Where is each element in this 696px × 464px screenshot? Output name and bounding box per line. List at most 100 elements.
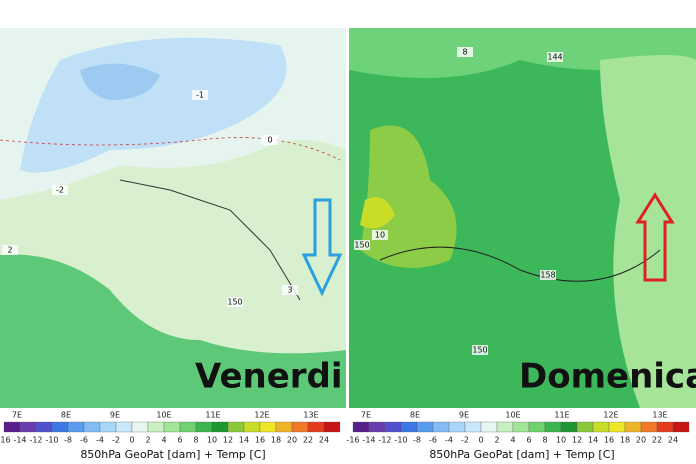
colorbar-label: 10 [556, 436, 566, 445]
colorbar-label: -16 [346, 436, 359, 445]
colorbar-label: 2 [145, 436, 150, 445]
colorbar-label: 24 [319, 436, 329, 445]
divider [346, 28, 349, 408]
longitude-label: 9E [110, 411, 120, 420]
contour-label: 158 [540, 271, 555, 280]
colorbar-cell [51, 421, 69, 433]
colorbar-label: 0 [478, 436, 483, 445]
contour-label-bg [354, 240, 370, 250]
contour-label: 10 [375, 231, 385, 240]
colorbar-label: 10 [207, 436, 217, 445]
colorbar-cell [672, 421, 690, 433]
colorbar-cell [227, 421, 245, 433]
colorbar-cell [400, 421, 418, 433]
longitude-label: 11E [205, 411, 220, 420]
lon-strip [0, 408, 347, 422]
colorbar-cell [131, 421, 149, 433]
colorbar-cell [656, 421, 674, 433]
colorbar-cell [496, 421, 514, 433]
contour-label-bg [282, 285, 298, 295]
colorbar-label: -6 [429, 436, 437, 445]
longitude-label: 11E [554, 411, 569, 420]
colorbar-cell [83, 421, 101, 433]
colorbar-label: 14 [239, 436, 249, 445]
colorbar-label: -16 [0, 436, 11, 445]
colorbar-cell [323, 421, 341, 433]
cool-zone [600, 55, 696, 408]
contour-label: 150 [354, 241, 369, 250]
colorbar-cell [67, 421, 85, 433]
contour-label: 2 [7, 246, 12, 255]
colorbar-cell [19, 421, 37, 433]
colorbar-cell [528, 421, 546, 433]
longitude-label: 8E [61, 411, 71, 420]
longitude-label: 7E [361, 411, 371, 420]
contour-label-bg [372, 230, 388, 240]
longitude-label: 13E [652, 411, 667, 420]
colorbar-cell [592, 421, 610, 433]
colorbar-label: 4 [161, 436, 166, 445]
colorbar-cell [291, 421, 309, 433]
colorbar-cell [576, 421, 594, 433]
colorbar-label: 6 [177, 436, 182, 445]
border [379, 246, 661, 282]
colorbar-cell [115, 421, 133, 433]
colorbar-label: -8 [64, 436, 72, 445]
colorbar-label: 24 [668, 436, 678, 445]
longitude-label: 10E [505, 411, 520, 420]
contour-label: 8 [462, 48, 467, 57]
longitude-label: 8E [410, 411, 420, 420]
contour-label: 3 [287, 286, 292, 295]
contour-label-bg [472, 345, 488, 355]
colorbar-cell [560, 421, 578, 433]
longitude-label: 12E [254, 411, 269, 420]
colorbar-cell [368, 421, 386, 433]
longitude-label: 7E [12, 411, 22, 420]
contour-label-bg [227, 297, 243, 307]
colorbar-cell [624, 421, 642, 433]
colorbar-cell [608, 421, 626, 433]
colorbar-label: -4 [445, 436, 453, 445]
colorbar-label: 16 [255, 436, 265, 445]
colorbar-cell [195, 421, 213, 433]
contour-label: 144 [547, 53, 562, 62]
contour-label-bg [540, 270, 556, 280]
colorbar-label: -14 [13, 436, 26, 445]
colorbar-cell [640, 421, 658, 433]
cold-core-inner [80, 63, 160, 100]
colorbar-label: -2 [461, 436, 469, 445]
colorbar-label: -2 [112, 436, 120, 445]
colorbar-cell [35, 421, 53, 433]
colorbar-label: -10 [394, 436, 407, 445]
contour-label: 150 [227, 298, 242, 307]
colorbar-cell [99, 421, 117, 433]
contour-label: 150 [472, 346, 487, 355]
colorbar-cell [416, 421, 434, 433]
longitude-label: 9E [459, 411, 469, 420]
colorbar-label: -14 [362, 436, 375, 445]
colorbar-label: -4 [96, 436, 104, 445]
colorbar-label: 4 [510, 436, 515, 445]
colorbar-label: -8 [413, 436, 421, 445]
contour-label-bg [457, 47, 473, 57]
contour-label: 0 [267, 136, 272, 145]
down-arrow [301, 198, 343, 297]
right-map [349, 28, 696, 408]
colorbar-label: 12 [223, 436, 233, 445]
colorbar-label: -6 [80, 436, 88, 445]
colorbar-cell [512, 421, 530, 433]
colorbar-cell [147, 421, 165, 433]
colorbar-label: 18 [271, 436, 281, 445]
colorbar-cell [259, 421, 277, 433]
colorbar-label: 20 [636, 436, 646, 445]
colorbar-label: 22 [652, 436, 662, 445]
colorbar-label: 14 [588, 436, 598, 445]
colorbar-label: 12 [572, 436, 582, 445]
contour-label-bg [52, 185, 68, 195]
longitude-label: 10E [156, 411, 171, 420]
colorbar-cell [432, 421, 450, 433]
colorbar-label: 20 [287, 436, 297, 445]
colorbar-cell [384, 421, 402, 433]
